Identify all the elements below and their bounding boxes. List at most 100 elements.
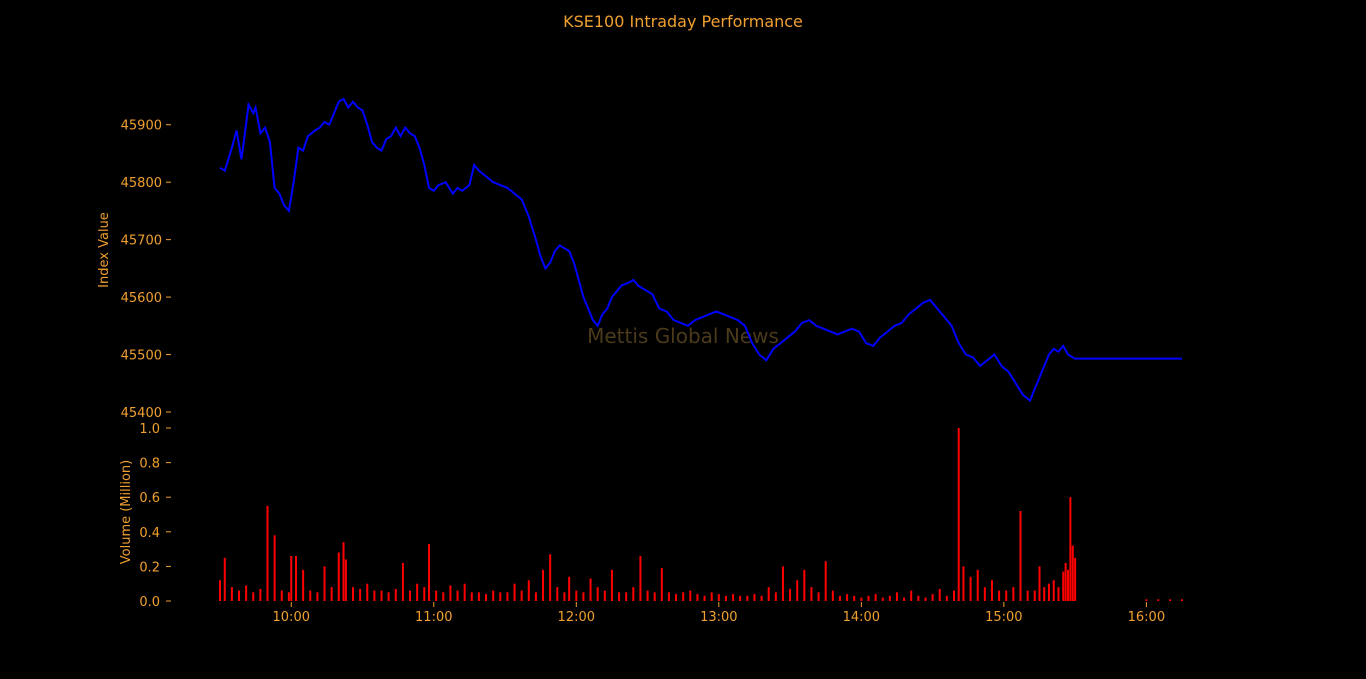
- volume-bar: [409, 590, 412, 601]
- volume-bar: [903, 597, 906, 601]
- volume-y-ticks: 0.0 0.2 0.4 0.6 0.8 1.0: [139, 422, 171, 610]
- volume-bar: [295, 556, 298, 601]
- volume-bar: [534, 592, 537, 601]
- volume-bars: [219, 428, 1183, 601]
- volume-bar: [287, 592, 290, 601]
- volume-bar: [732, 594, 735, 601]
- volume-bar: [796, 580, 799, 601]
- volume-bar: [998, 590, 1001, 601]
- volume-bar: [689, 590, 692, 601]
- volume-bar: [1043, 587, 1046, 601]
- volume-bar: [831, 590, 834, 601]
- volume-bar: [435, 590, 438, 601]
- volume-bar: [675, 594, 678, 601]
- index-line: [219, 97, 1182, 403]
- volume-bar: [575, 590, 578, 601]
- volume-bar: [924, 597, 927, 601]
- time-x-tick-label: 13:00: [700, 610, 737, 625]
- volume-bar: [957, 428, 960, 601]
- index-y-tick-label: 45600: [121, 291, 162, 306]
- volume-bar: [969, 576, 972, 601]
- volume-bar: [330, 587, 333, 601]
- volume-bar: [696, 594, 699, 601]
- volume-bar: [625, 592, 628, 601]
- volume-bar: [230, 587, 233, 601]
- volume-bar: [653, 592, 656, 601]
- watermark-text: Mettis Global News: [587, 324, 779, 348]
- volume-bar: [596, 587, 599, 601]
- volume-bar: [485, 594, 488, 601]
- time-x-tick-label: 10:00: [273, 610, 310, 625]
- volume-y-axis-label: Volume (Million): [119, 460, 134, 564]
- volume-bar: [273, 535, 276, 601]
- volume-bar: [428, 543, 431, 601]
- volume-bar: [470, 592, 473, 601]
- volume-bar: [767, 587, 770, 601]
- volume-bar: [416, 583, 419, 601]
- volume-bar: [387, 592, 390, 601]
- volume-bar: [1169, 599, 1172, 601]
- volume-bar: [238, 590, 241, 601]
- volume-bar: [618, 592, 621, 601]
- time-x-tick-label: 14:00: [843, 610, 880, 625]
- volume-y-tick-label: 0.6: [139, 491, 160, 506]
- volume-bar: [682, 592, 685, 601]
- volume-bar: [1033, 590, 1036, 601]
- time-x-tick-label: 12:00: [558, 610, 595, 625]
- volume-bar: [366, 583, 369, 601]
- volume-bar: [219, 580, 221, 601]
- volume-bar: [259, 588, 262, 601]
- volume-bar: [1047, 583, 1050, 601]
- volume-bar: [290, 556, 293, 601]
- volume-bar: [603, 590, 606, 601]
- volume-bar: [589, 578, 592, 601]
- volume-bar: [753, 594, 756, 601]
- time-x-tick-label: 11:00: [415, 610, 452, 625]
- volume-bar: [1019, 511, 1022, 601]
- volume-bar: [962, 566, 965, 601]
- volume-bar: [874, 594, 877, 601]
- volume-bar: [710, 592, 713, 601]
- volume-bar: [746, 595, 749, 601]
- volume-bar: [499, 592, 502, 601]
- volume-bar: [931, 594, 934, 601]
- volume-bar: [660, 568, 663, 601]
- volume-bar: [373, 590, 376, 601]
- volume-bar: [563, 592, 566, 601]
- volume-bar: [860, 597, 863, 601]
- volume-bar: [456, 590, 459, 601]
- volume-bar: [639, 556, 642, 601]
- volume-bar: [1057, 587, 1060, 601]
- volume-y-tick-label: 0.0: [139, 595, 160, 610]
- volume-bar: [506, 592, 509, 601]
- volume-bar: [477, 592, 480, 601]
- volume-y-tick-label: 0.8: [139, 457, 160, 472]
- volume-bar: [492, 590, 495, 601]
- volume-bar: [513, 583, 516, 601]
- volume-bar: [337, 552, 340, 601]
- volume-bar: [463, 583, 466, 601]
- volume-bar: [344, 559, 347, 601]
- volume-bar: [917, 595, 920, 601]
- index-y-tick-label: 45900: [121, 119, 162, 134]
- volume-bar: [316, 592, 319, 601]
- volume-bar: [888, 595, 891, 601]
- volume-bar: [1069, 497, 1072, 601]
- volume-bar: [1062, 571, 1065, 601]
- volume-bar: [549, 554, 552, 601]
- volume-bar: [1026, 590, 1029, 601]
- volume-bar: [359, 588, 362, 601]
- volume-bar: [556, 587, 559, 601]
- volume-bar: [1066, 569, 1069, 601]
- volume-bar: [280, 590, 283, 601]
- volume-bar: [527, 580, 530, 601]
- volume-bar: [309, 590, 312, 601]
- volume-bar: [846, 594, 849, 601]
- index-y-tick-label: 45800: [121, 176, 162, 191]
- volume-bar: [266, 505, 269, 601]
- volume-bar: [380, 590, 383, 601]
- volume-bar: [1145, 599, 1148, 601]
- volume-bar: [423, 587, 426, 601]
- volume-y-tick-label: 0.4: [139, 526, 160, 541]
